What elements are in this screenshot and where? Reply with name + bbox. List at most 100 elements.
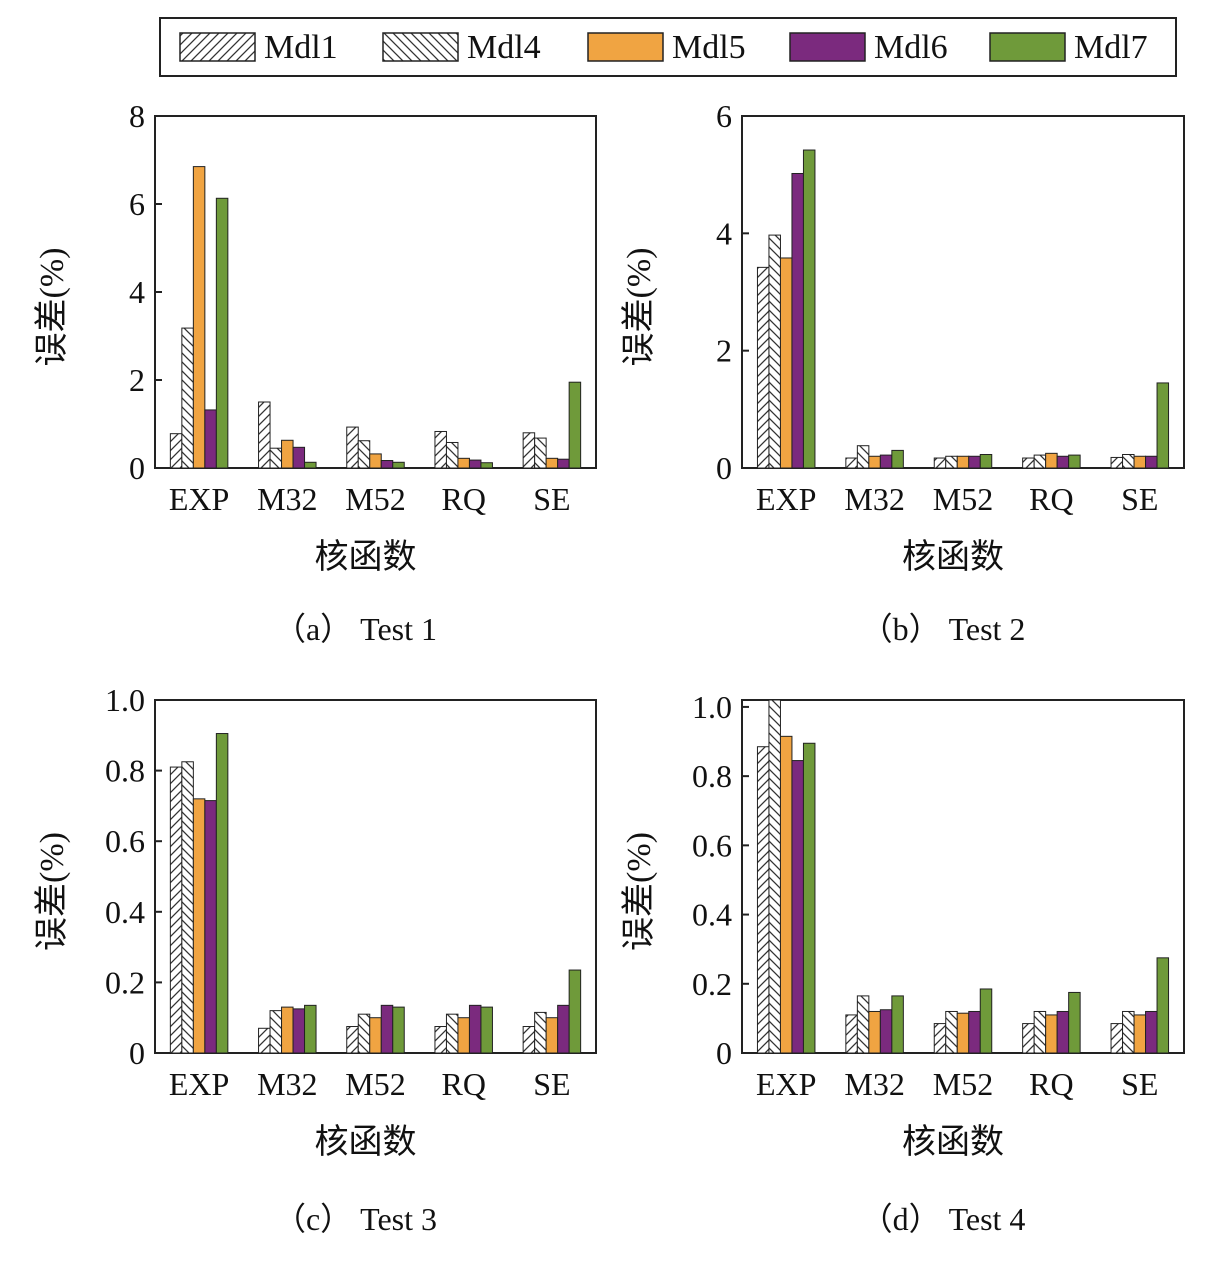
y-tick-label: 8 [129,98,145,134]
x-tick-label: EXP [756,1066,816,1102]
x-tick-label: M32 [257,1066,317,1102]
bar-mdl4-m32 [856,995,870,1054]
bar-mdl1-m32 [258,1027,271,1054]
bar-mdl5-rq [457,1017,470,1054]
bar-mdl6-m52 [968,1010,981,1054]
bar-mdl6-rq [468,1004,482,1054]
bar-mdl6-se [1145,1010,1158,1054]
bar-mdl6-m32 [292,1008,306,1054]
bar-mdl5-m32 [281,439,294,469]
bar-mdl7-m52 [979,988,993,1054]
bar-mdl6-m52 [968,455,981,469]
bar-mdl1-rq [434,430,447,469]
y-tick-label: 0.4 [692,897,732,933]
legend-label-mdl1: Mdl1 [264,29,338,66]
x-tick-label: SE [1121,1066,1158,1102]
bar-mdl4-se [1122,1010,1135,1054]
bar-mdl5-m32 [868,1010,881,1054]
bar-mdl5-m52 [369,453,382,469]
bar-mdl1-m52 [933,457,947,469]
x-tick-label: SE [533,1066,570,1102]
bar-mdl7-m32 [304,461,317,469]
y-tick-label: 4 [716,215,732,251]
bar-mdl6-se [1145,455,1158,469]
y-tick-label: 6 [716,98,732,134]
bar-mdl1-exp [169,766,183,1054]
x-tick-label: EXP [169,1066,229,1102]
bar-mdl5-se [545,457,559,469]
y-tick-label: 0 [716,1035,732,1071]
bar-mdl4-rq [445,441,459,469]
bar-mdl6-rq [1056,1010,1070,1054]
y-tick-label: 2 [716,333,732,369]
y-tick-label: 0.2 [105,964,145,1000]
bar-mdl7-rq [1068,991,1081,1054]
bar-mdl5-exp [779,735,793,1054]
panel-caption: （a） Test 1 [274,611,437,647]
bar-mdl1-m52 [933,1023,947,1054]
x-tick-label: RQ [441,1066,485,1102]
y-tick-label: 0.6 [105,823,145,859]
y-axis-title: 误差(%) [620,832,658,951]
panel-caption: （c） Test 3 [274,1201,437,1237]
x-tick-label: M32 [844,1066,904,1102]
legend-label-mdl6: Mdl6 [874,29,948,66]
y-tick-label: 0.8 [105,753,145,789]
bar-mdl7-rq [480,1006,493,1054]
x-tick-label: M52 [933,481,993,517]
bar-mdl5-se [545,1017,559,1054]
legend-label-mdl4: Mdl4 [467,29,541,66]
bar-mdl6-se [557,1004,570,1054]
bar-mdl7-se [1156,382,1170,469]
x-tick-label: EXP [756,481,816,517]
y-tick-label: 1.0 [105,682,145,718]
bar-mdl4-rq [1033,1010,1047,1054]
bar-mdl5-m52 [956,1012,970,1054]
bar-mdl7-exp [215,197,229,469]
bar-mdl5-exp [779,257,793,469]
legend-swatch-mdl6 [789,32,866,62]
bar-mdl7-se [1156,957,1170,1054]
bar-mdl7-rq [480,462,493,469]
bar-mdl1-rq [434,1026,447,1054]
x-tick-label: M32 [844,481,904,517]
y-axis-title: 误差(%) [620,248,658,367]
bar-mdl6-exp [204,800,217,1054]
y-tick-label: 2 [129,362,145,398]
bar-mdl6-m52 [380,460,394,469]
y-tick-label: 0.4 [105,894,145,930]
bar-mdl4-exp [768,699,781,1054]
bar-mdl7-exp [802,149,816,469]
bar-mdl4-rq [445,1013,459,1054]
bar-mdl7-m52 [392,1006,405,1054]
bar-mdl1-rq [1022,457,1035,469]
legend-swatch-mdl4 [382,32,459,62]
bar-mdl1-se [522,1026,536,1054]
bar-mdl6-m32 [879,454,893,469]
bar-mdl4-se [534,1011,547,1054]
legend-swatch-mdl1 [179,32,256,62]
bar-mdl1-exp [169,433,183,469]
bar-mdl4-exp [181,327,194,469]
panel-caption: （b） Test 2 [861,611,1026,647]
bar-mdl6-m32 [879,1009,893,1054]
y-tick-label: 0 [716,450,732,486]
bar-mdl1-se [1110,1023,1124,1054]
bar-mdl1-m32 [845,1014,858,1054]
bar-mdl4-m32 [856,445,870,469]
bar-mdl5-m52 [369,1017,382,1054]
legend-swatch-mdl7 [989,32,1066,62]
bar-mdl6-rq [1056,455,1070,469]
legend-swatch-mdl5 [587,32,664,62]
bar-mdl7-se [568,381,582,469]
bar-mdl7-m32 [304,1004,317,1054]
y-tick-label: 0.8 [692,758,732,794]
bar-mdl4-m52 [357,440,371,469]
bar-mdl4-m32 [269,447,283,469]
panel-a: 0 2 4 6 8 EXP M32 M52 RQ SE 核函数 误差(%) （a） Test 1 [33,98,597,647]
bar-mdl1-exp [756,266,770,469]
bar-mdl7-rq [1068,454,1081,469]
legend-label-mdl5: Mdl5 [672,29,746,66]
x-tick-label: EXP [169,481,229,517]
bar-mdl5-m52 [956,455,970,469]
